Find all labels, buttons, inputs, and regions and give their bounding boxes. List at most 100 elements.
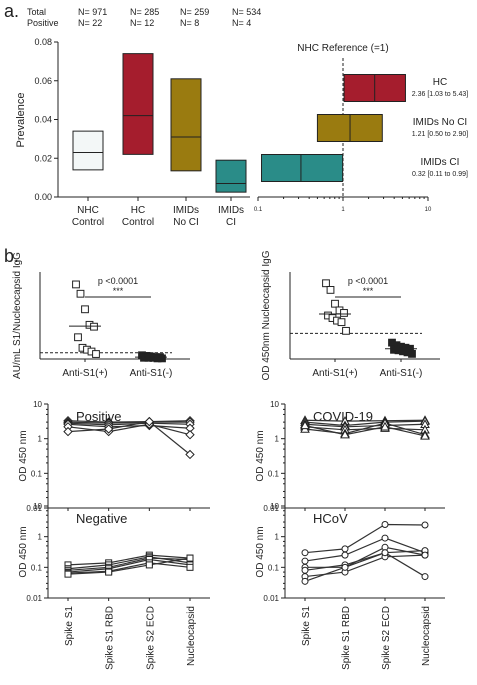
x-tick-label: 0.1 [254, 207, 263, 213]
x-tick-label: Spike S1 RBD [105, 606, 116, 670]
scatter-point [342, 326, 350, 335]
y-tick-label: 1 [38, 435, 43, 444]
x-tick-label: Nucleocapsid [186, 606, 197, 666]
y-tick-label: 1 [38, 533, 43, 542]
prevalence-bar [170, 78, 202, 172]
scatter-point [76, 289, 85, 298]
series-line [67, 420, 191, 455]
series-line [67, 557, 191, 575]
y-axis-label: OD 450 nm [255, 526, 266, 577]
x-tick-label: Spike S2 ECD [145, 606, 156, 670]
y-tick-label: 1 [275, 533, 280, 542]
series-line [67, 562, 191, 574]
y-tick-label: 10 [33, 400, 42, 409]
y-axis-label: OD 450nm Nucleocapsid IgG [261, 250, 272, 380]
y-tick-label: 0.04 [34, 115, 52, 125]
scatter-point [72, 280, 80, 289]
y-axis-label: Prevalence [15, 92, 27, 147]
series-line [304, 423, 426, 428]
y-tick-label: 1 [275, 435, 280, 444]
series-line [67, 421, 190, 424]
line-point [186, 563, 194, 571]
line-point [380, 421, 390, 431]
y-tick-label: 10 [33, 502, 42, 511]
series-line [304, 523, 426, 554]
significance-stars: *** [113, 286, 124, 296]
line-point [381, 534, 389, 542]
scatter-point [326, 286, 335, 294]
line-point [420, 430, 430, 440]
line-point [340, 429, 350, 439]
x-tick-label: Spike S1 [64, 606, 75, 646]
line-point [381, 549, 389, 557]
y-axis-label: OD 450 nm [18, 526, 29, 577]
x-tick-label: Anti-S1(+) [312, 368, 357, 379]
y-tick-label: 0.01 [263, 594, 279, 603]
prevalence-bar [72, 130, 104, 171]
count-positive: N= 4 [232, 18, 251, 28]
line-point [145, 561, 153, 569]
series-line [304, 419, 426, 422]
series-line [67, 556, 191, 570]
line-point [300, 420, 310, 430]
series-line [67, 554, 191, 566]
x-tick-label: IMIDs [173, 205, 199, 216]
panel-label-a: a. [4, 1, 19, 21]
line-panel-title: Negative [76, 511, 127, 526]
series-line [304, 424, 426, 437]
x-tick-label: No CI [173, 217, 199, 228]
scatter-point [158, 354, 166, 363]
count-total: N= 285 [130, 7, 159, 17]
line-point [421, 521, 429, 529]
x-tick-label: Anti-S1(-) [380, 368, 423, 379]
x-tick-label: NHC [77, 205, 99, 216]
odds-ratio-bar [261, 154, 344, 182]
x-tick-label: Spike S1 [301, 606, 312, 646]
line-panel-title: HCoV [313, 511, 348, 526]
line-point [103, 424, 114, 434]
x-tick-label: CI [226, 217, 236, 228]
scatter-point [340, 309, 348, 317]
line-point [381, 520, 389, 528]
odds-ratio-ci: 0.32 [0.11 to 0.99] [412, 171, 468, 178]
p-value: p <0.0001 [98, 276, 138, 286]
scatter-point [92, 350, 100, 358]
y-tick-label: 0.00 [34, 192, 52, 202]
panel-label-b: b. [4, 246, 19, 266]
counts-positive-label: Positive [27, 18, 59, 28]
odds-ratio-name: IMIDs CI [421, 157, 460, 168]
prevalence-bar [215, 159, 247, 193]
scatter-point [408, 349, 416, 358]
significance-stars: *** [363, 286, 374, 296]
series-line [304, 420, 426, 427]
scatter-point [81, 305, 89, 314]
line-point [185, 449, 195, 460]
line-point [144, 416, 155, 427]
series-line [67, 557, 191, 571]
series-line [67, 423, 191, 429]
y-tick-label: 0.08 [34, 37, 52, 47]
line-point [421, 573, 429, 581]
series-line [304, 550, 426, 571]
x-tick-label: 1 [341, 207, 345, 213]
y-tick-label: 0.06 [34, 76, 52, 86]
line-point [421, 551, 429, 559]
scatter-point [322, 279, 330, 288]
series-line [304, 537, 426, 562]
odds-ratio-title: NHC Reference (=1) [297, 43, 388, 54]
p-value: p <0.0001 [348, 276, 388, 286]
x-tick-label: Spike S2 ECD [381, 606, 392, 670]
y-tick-label: 0.01 [26, 504, 42, 513]
x-tick-label: Anti-S1(-) [130, 368, 173, 379]
y-tick-label: 0.01 [263, 504, 279, 513]
prevalence-bar [122, 53, 154, 155]
counts-total-label: Total [27, 7, 46, 17]
odds-ratio-name: HC [433, 77, 447, 88]
line-point [341, 545, 349, 553]
y-tick-label: 0.1 [31, 469, 43, 478]
line-point [341, 563, 349, 571]
y-tick-label: 10 [270, 400, 279, 409]
y-tick-label: 0.1 [268, 563, 280, 572]
count-positive: N= 8 [180, 18, 199, 28]
